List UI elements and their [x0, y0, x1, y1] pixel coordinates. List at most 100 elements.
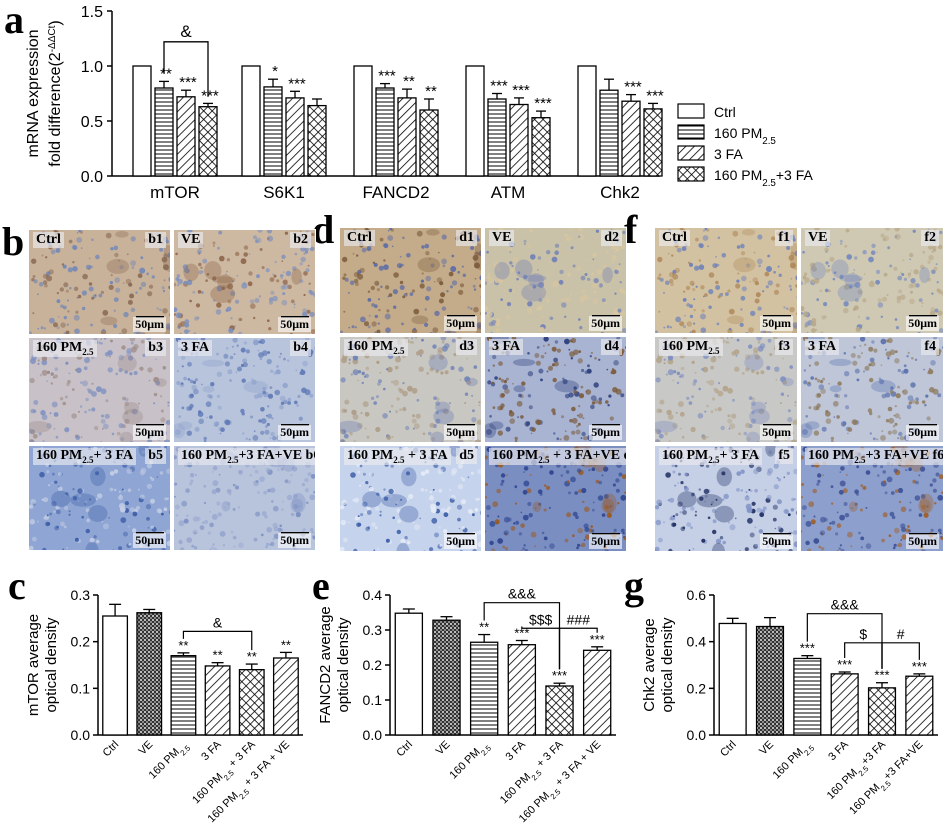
chart-e-xtick-label: Ctrl — [394, 739, 415, 760]
chart-g-bracket-label: # — [897, 626, 905, 642]
chart-a-ylabel: mRNA expression fold difference(2-ΔΔCt) — [25, 20, 64, 166]
legend-swatch — [677, 124, 705, 140]
chart-a-bracket — [163, 41, 209, 97]
chart-g-xtick-label: Ctrl — [718, 739, 739, 760]
micrograph-tag: d5 — [456, 448, 477, 464]
chart-g-ytick-label: 0.2 — [687, 680, 707, 696]
micrograph-tag: f2 — [921, 230, 939, 246]
legend-label: 160 PM2.5+3 FA — [714, 167, 814, 189]
chart-g-bar — [718, 622, 747, 736]
chart-c-xtick-label: 3 FA — [199, 738, 224, 763]
chart-a-bar — [643, 108, 663, 177]
scale-bar-label: 50μm — [444, 425, 477, 440]
chart-a-significance: *** — [534, 95, 552, 112]
micrograph-tag: d3 — [456, 339, 477, 355]
scale-bar-label: 50μm — [760, 534, 793, 549]
chart-a-significance: ** — [160, 65, 172, 82]
chart-a-bar — [531, 117, 551, 177]
micrograph-label: 160 PM2.5+ 3 FA — [659, 448, 763, 465]
panel-letter-c: c — [8, 563, 26, 608]
chart-a-bar — [154, 87, 174, 177]
chart-a-bar — [176, 96, 196, 177]
micrograph-tag: b1 — [145, 232, 166, 248]
panel-letter-b: b — [2, 219, 25, 264]
micrograph-d3: 160 PM2.5 d3 50μm — [339, 336, 482, 443]
panel-letter-a: a — [4, 0, 24, 42]
chart-a-bar — [487, 98, 507, 177]
micrograph-label: VE — [489, 230, 515, 246]
chart-c-xtick-label: VE — [137, 739, 156, 758]
micrograph-b6: 160 PM2.5+3 FA+VE b6 50μm — [173, 445, 316, 551]
micrograph-label: VE — [805, 230, 831, 246]
chart-c-bar — [170, 655, 197, 736]
panel-letter-g: g — [624, 563, 644, 608]
chart-e-bar — [469, 641, 499, 736]
chart-e-bar — [545, 685, 574, 736]
chart-c-ytick-label: 0.3 — [71, 587, 91, 603]
micrograph-tag: b2 — [290, 232, 311, 248]
chart-c-mtor-density: 0.0 0.1 0.2 0.3 mTOR average optical density C… — [25, 587, 303, 825]
scale-bar-label: 50μm — [589, 534, 622, 549]
chart-a-xtick-label: ATM — [491, 183, 526, 202]
micrograph-d5: 160 PM2.5 + 3 FA d5 50μm — [339, 445, 482, 552]
chart-c-ylabel-line1: mTOR average — [25, 614, 42, 716]
chart-c-ytick-label: 0.1 — [71, 680, 91, 696]
chart-g-bar — [793, 657, 822, 736]
scale-bar-label: 50μm — [444, 316, 477, 331]
scale-bar-label: 50μm — [906, 316, 939, 331]
chart-a-significance: *** — [288, 75, 306, 92]
micrograph-label: 160 PM2.5 — [659, 339, 723, 356]
chart-c-bracket-label: & — [213, 614, 223, 630]
legend-label: Ctrl — [714, 104, 736, 120]
micrograph-label: Ctrl — [33, 232, 64, 248]
chart-a-bar — [132, 65, 152, 177]
chart-g-ylabel-line2: optical density — [659, 617, 676, 713]
scale-bar-label: 50μm — [760, 425, 793, 440]
micrograph-label: VE — [178, 232, 204, 248]
chart-c-bracket — [182, 630, 253, 651]
micrograph-f2: VE f2 50μm — [800, 227, 944, 334]
micrograph-label: 160 PM2.5 + 3 FA — [344, 448, 451, 465]
chart-e-bar — [432, 619, 461, 736]
micrograph-label: 3 FA — [178, 340, 213, 356]
chart-g-bar — [830, 673, 859, 736]
micrograph-d2: VE d2 50μm — [484, 227, 627, 334]
chart-a-xtick-label: FANCD2 — [362, 183, 429, 202]
micrograph-label: Ctrl — [344, 230, 375, 246]
chart-a-significance: *** — [179, 74, 197, 91]
micrograph-label: 160 PM2.5+3 FA+VE f6 — [805, 448, 943, 465]
chart-c-bar — [238, 669, 265, 736]
chart-a-significance: *** — [512, 82, 530, 99]
chart-e-significance: *** — [552, 668, 567, 683]
micrograph-tag: f5 — [775, 448, 793, 464]
chart-a-xtick-label: S6K1 — [263, 183, 305, 202]
chart-e-significance: *** — [590, 632, 605, 647]
micrograph-tag: f4 — [921, 339, 939, 355]
micrograph-b2: VE b2 50μm — [173, 229, 316, 335]
chart-c-bar — [204, 665, 231, 736]
micrograph-b4: 3 FA b4 50μm — [173, 337, 316, 443]
scale-bar-label: 50μm — [444, 534, 477, 549]
chart-a-bar — [198, 106, 218, 177]
chart-e-xtick-label: 3 FA — [503, 738, 528, 763]
scale-bar-label: 50μm — [760, 316, 793, 331]
chart-c-significance: ** — [281, 637, 291, 652]
chart-g-bar — [755, 625, 785, 736]
chart-a-ytick-label: 0.0 — [81, 169, 103, 186]
chart-e-ytick-label: 0.1 — [363, 692, 383, 708]
chart-g-bracket-label: $ — [859, 626, 867, 642]
chart-c-ytick-label: 0.0 — [71, 727, 91, 743]
chart-a-bar — [509, 103, 529, 177]
chart-g-ylabel: Chk2 average optical density — [641, 617, 676, 713]
chart-e-ylabel: FANCD2 average optical density — [317, 606, 352, 724]
micrograph-f6: 160 PM2.5+3 FA+VE f6 50μm — [800, 445, 944, 552]
chart-a-significance: ** — [403, 73, 415, 90]
chart-g-xtick-label: VE — [757, 739, 776, 758]
scale-bar-label: 50μm — [589, 316, 622, 331]
chart-g-significance: *** — [874, 668, 889, 683]
chart-c-significance: ** — [213, 648, 223, 663]
scale-bar-label: 50μm — [133, 425, 166, 440]
chart-a-bar — [419, 109, 439, 177]
chart-a-ylabel-line2: fold difference(2-ΔΔCt) — [47, 20, 65, 166]
